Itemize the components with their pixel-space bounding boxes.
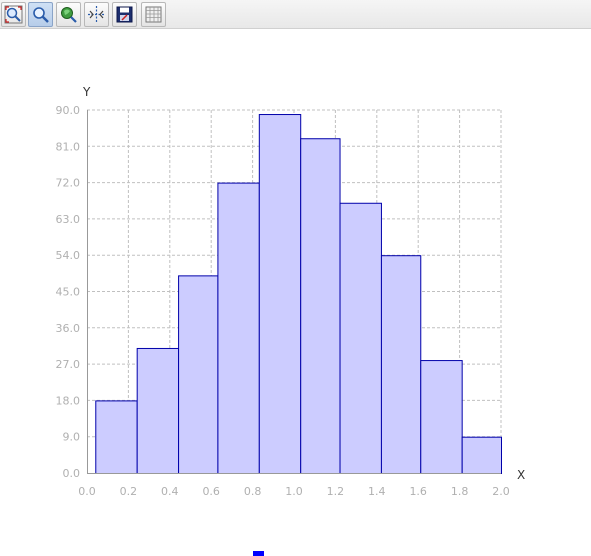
x-tick-label: 0.4 <box>161 485 179 498</box>
zoom-button[interactable] <box>28 2 53 27</box>
table-icon <box>145 6 162 23</box>
x-tick-labels: 0.0 0.2 0.4 0.6 0.8 1.0 1.2 1.4 1.6 1.8 2.0 <box>78 485 510 498</box>
x-tick-label: 0.6 <box>202 485 220 498</box>
histogram-bar <box>217 182 260 474</box>
histogram-bar <box>300 138 341 474</box>
histogram-bar <box>420 360 463 475</box>
y-tick-label: 54.0 <box>56 249 81 262</box>
zoom-fit-button[interactable] <box>1 2 26 27</box>
x-tick-label: 0.8 <box>244 485 262 498</box>
crosshair-button[interactable] <box>84 2 109 27</box>
x-tick-label: 1.2 <box>327 485 345 498</box>
x-tick-label: 1.8 <box>451 485 469 498</box>
y-axis-label: Y <box>82 85 91 99</box>
x-tick-label: 0.2 <box>120 485 138 498</box>
x-tick-label: 1.6 <box>409 485 427 498</box>
y-tick-label: 36.0 <box>56 322 81 335</box>
x-tick-label: 2.0 <box>492 485 510 498</box>
histogram-bar <box>258 114 302 475</box>
histogram-chart: 0.0 0.2 0.4 0.6 0.8 1.0 1.2 1.4 1.6 1.8 2.0 0.0 9.0… <box>56 85 526 498</box>
histogram-bar <box>95 400 138 474</box>
data-table-button[interactable] <box>141 2 166 27</box>
toolbar <box>0 0 591 29</box>
pan-icon <box>61 7 77 23</box>
histogram-bar <box>339 202 382 474</box>
histogram-bar <box>380 255 422 474</box>
y-tick-label: 63.0 <box>56 213 81 226</box>
y-tick-label: 0.0 <box>63 467 81 480</box>
x-axis-label: X <box>517 468 525 482</box>
crosshair-icon <box>88 6 105 23</box>
x-tick-label: 0.0 <box>78 485 96 498</box>
zoom-fit-icon <box>4 5 23 24</box>
axes <box>87 110 501 474</box>
export-button[interactable] <box>112 2 137 27</box>
x-tick-label: 1.4 <box>368 485 386 498</box>
histogram-bar <box>136 347 180 475</box>
save-icon <box>116 6 133 23</box>
x-tick-label: 1.0 <box>285 485 303 498</box>
magnifier-icon <box>33 7 49 23</box>
y-tick-label: 9.0 <box>63 431 81 444</box>
histogram-bar <box>178 275 219 474</box>
y-tick-label: 45.0 <box>56 286 81 299</box>
pan-button[interactable] <box>56 2 81 27</box>
y-tick-label: 72.0 <box>56 177 81 190</box>
histogram-bars <box>95 114 503 475</box>
y-tick-labels: 0.0 9.0 18.0 27.0 36.0 45.0 54.0 63.0 72.0 81.0 90… <box>56 104 81 480</box>
legend-swatch <box>253 551 264 556</box>
histogram-bar <box>461 436 503 475</box>
y-tick-label: 18.0 <box>56 394 81 407</box>
y-tick-label: 90.0 <box>56 104 81 117</box>
y-tick-label: 81.0 <box>56 140 81 153</box>
y-tick-label: 27.0 <box>56 358 81 371</box>
